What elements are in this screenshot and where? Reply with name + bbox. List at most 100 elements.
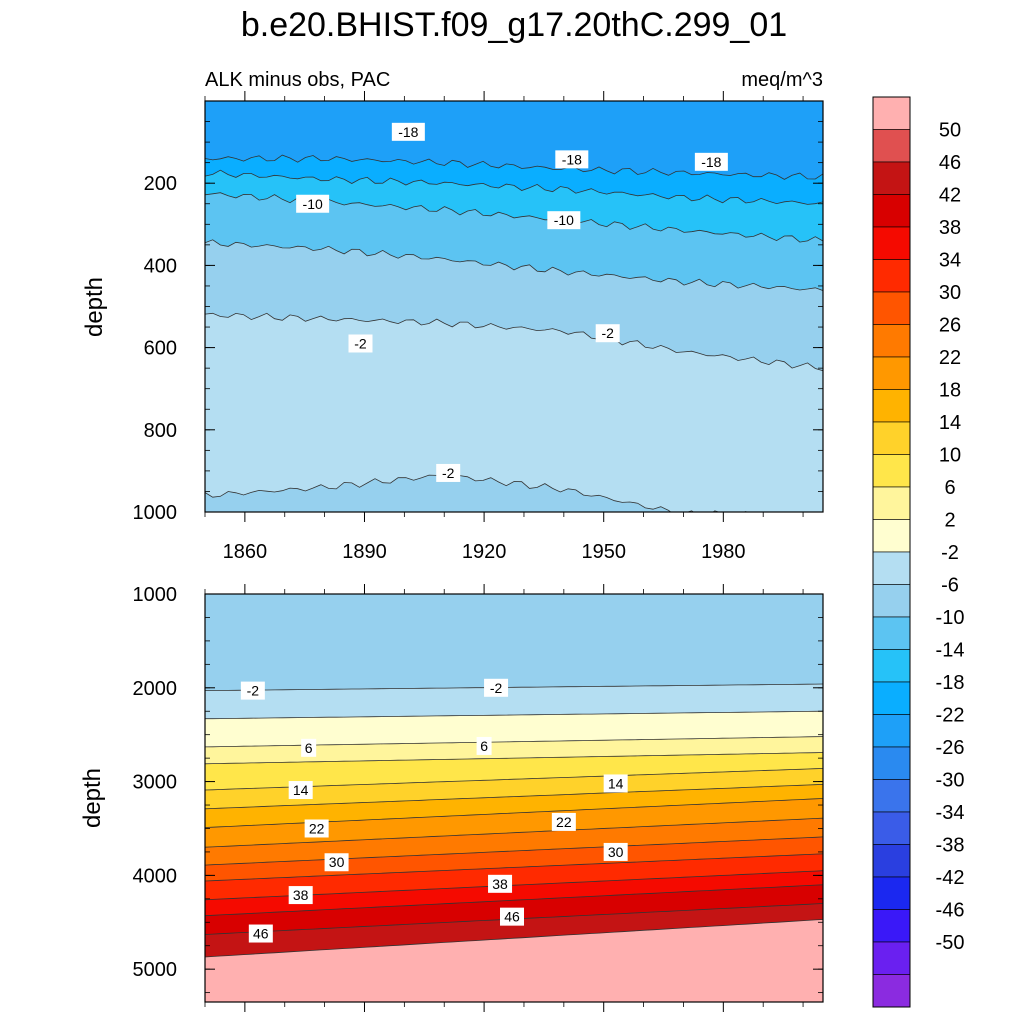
colorbar-label: -30	[936, 770, 965, 792]
plot-frame	[204, 593, 824, 1003]
panel-subtitle-right: meq/m^3	[741, 69, 823, 91]
colorbar-swatch	[872, 356, 911, 390]
colorbar-label: 14	[939, 412, 961, 434]
contour-label-bg	[603, 842, 628, 861]
colorbar-label: -26	[936, 737, 965, 759]
x-tick-label: 1860	[223, 541, 268, 563]
contour-label: -18	[701, 154, 721, 170]
colorbar-label: 50	[939, 120, 961, 142]
y-tick-label: 400	[144, 255, 177, 277]
contour-line	[205, 154, 823, 180]
contour-label: 46	[253, 926, 269, 942]
colorbar-swatch	[872, 551, 911, 585]
contour-label: 6	[305, 740, 313, 756]
colorbar-label: 38	[939, 217, 961, 239]
y-tick-label: 600	[144, 338, 177, 360]
contour-label: -2	[354, 335, 367, 351]
colorbar-swatch	[872, 96, 911, 130]
contour-label-bg	[551, 812, 576, 831]
contour-line	[205, 474, 808, 512]
colorbar-swatch	[872, 519, 911, 553]
contour-label: -2	[247, 683, 260, 699]
colorbar-label: -14	[936, 640, 965, 662]
colorbar-label: 6	[944, 477, 955, 499]
colorbar-swatch	[872, 161, 911, 195]
lower-y-axis-label: depth	[79, 768, 106, 828]
contour-label-bg	[301, 738, 317, 757]
contour-label-bg	[484, 678, 509, 697]
colorbar-label: -50	[936, 932, 965, 954]
contour-label-bg	[694, 152, 728, 171]
lower-panel: -2 -2 6 6 14 14 22 22 30 30 38 38 46 46 1000 2000 3000 40…	[133, 584, 824, 1012]
colorbar-label: 26	[939, 315, 961, 337]
y-tick-label: 2000	[133, 678, 178, 700]
contour-line	[205, 784, 823, 810]
colorbar-label: 18	[939, 380, 961, 402]
colorbar-label: 22	[939, 347, 961, 369]
contour-label: -18	[562, 151, 582, 167]
contour-label: 38	[293, 887, 309, 903]
contour-line	[205, 817, 823, 848]
colorbar-swatch	[872, 876, 911, 910]
colorbar-label: 46	[939, 152, 961, 174]
colorbar-swatch	[872, 129, 911, 163]
colorbar-label: 10	[939, 445, 961, 467]
contour-label: -18	[398, 124, 418, 140]
contour-line	[205, 836, 823, 866]
y-tick-label: 200	[144, 173, 177, 195]
contour-line	[205, 919, 823, 958]
colorbar-swatch	[872, 714, 911, 748]
contour-label-bg	[547, 211, 581, 230]
x-tick-label: 1920	[462, 541, 507, 563]
contour-label-bg	[436, 463, 461, 482]
colorbar-swatch	[872, 941, 911, 975]
contour-label: 22	[309, 820, 325, 836]
contour-line	[205, 239, 823, 291]
contour-label: 46	[504, 909, 520, 925]
colorbar-swatch	[872, 974, 911, 1008]
colorbar-label: -22	[936, 705, 965, 727]
colorbar-swatch	[872, 844, 911, 878]
colorbar-swatch	[872, 811, 911, 845]
colorbar-swatch	[872, 454, 911, 488]
x-tick-label: 1980	[701, 541, 746, 563]
colorbar-label: -42	[936, 867, 965, 889]
y-tick-label: 3000	[133, 772, 178, 794]
contour-label-bg	[348, 334, 373, 353]
colorbar-label: 34	[939, 250, 961, 272]
contour-label-bg	[248, 924, 273, 943]
colorbar-swatch	[872, 649, 911, 683]
colorbar-swatch	[872, 909, 911, 943]
colorbar-swatch	[872, 259, 911, 293]
colorbar-swatch	[872, 226, 911, 260]
contour-line	[205, 884, 823, 917]
contour-label-bg	[288, 781, 313, 800]
colorbar-swatch	[872, 291, 911, 325]
upper-y-axis-label: depth	[81, 277, 108, 337]
x-tick-label: 1950	[581, 541, 626, 563]
contour-label: 30	[608, 844, 624, 860]
colorbar-label: -2	[941, 542, 959, 564]
contour-line	[205, 312, 823, 372]
colorbar-swatch	[872, 584, 911, 618]
contour-band	[205, 313, 823, 512]
colorbar-frame	[872, 96, 911, 1008]
contour-line	[205, 169, 823, 205]
colorbar-label: -18	[936, 672, 965, 694]
contour-label: 6	[480, 738, 488, 754]
contour-label: -10	[554, 212, 574, 228]
y-tick-label: 800	[144, 420, 177, 442]
contour-line	[205, 710, 823, 720]
colorbar-label: 42	[939, 185, 961, 207]
contour-band	[205, 919, 823, 1002]
contour-line	[205, 853, 823, 882]
colorbar-swatch	[872, 746, 911, 780]
colorbar-swatch	[872, 324, 911, 358]
contour-line	[205, 683, 823, 691]
colorbar-swatch	[872, 486, 911, 520]
y-tick-label: 5000	[133, 959, 178, 981]
contour-label-bg	[555, 150, 589, 169]
contour-label-bg	[324, 853, 349, 872]
contour-label-bg	[391, 122, 425, 141]
contour-label-bg	[500, 907, 525, 926]
